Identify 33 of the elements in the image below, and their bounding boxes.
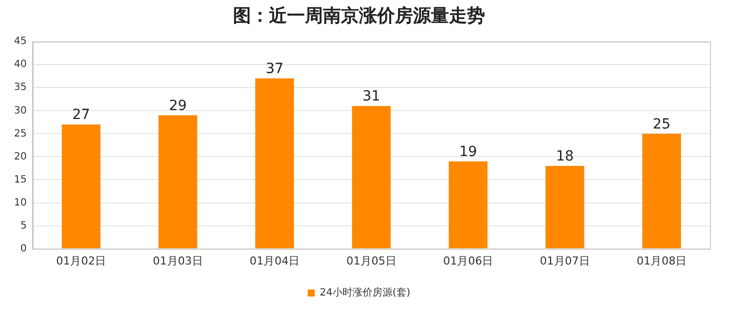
bar <box>546 166 584 248</box>
x-tick-label: 01月02日 <box>56 254 106 268</box>
y-tick-label: 15 <box>14 174 27 186</box>
y-tick-label: 45 <box>14 36 27 48</box>
data-label: 37 <box>266 61 284 78</box>
y-tick-label: 25 <box>14 128 27 140</box>
y-tick-label: 5 <box>20 220 27 232</box>
data-label: 19 <box>459 144 478 160</box>
y-tick-label: 10 <box>14 197 27 208</box>
y-tick-label: 35 <box>14 82 27 94</box>
y-tick-label: 0 <box>20 243 27 254</box>
y-tick-label: 40 <box>14 59 27 70</box>
x-tick-label: 01月03日 <box>152 254 203 268</box>
x-tick-label: 01月07日 <box>540 254 590 268</box>
legend-label: 24小时涨价房源(套) <box>320 286 410 299</box>
bar <box>255 78 294 248</box>
data-label: 31 <box>362 88 380 105</box>
x-tick-label: 01月04日 <box>250 254 300 268</box>
bar <box>62 124 100 248</box>
x-tick-label: 01月06日 <box>443 254 494 268</box>
bar <box>352 106 391 248</box>
bar <box>642 134 681 248</box>
x-tick-label: 01月05日 <box>346 254 396 268</box>
data-label: 29 <box>168 98 187 114</box>
chart-title: 图：近一周南京涨价房源量走势 <box>233 5 485 26</box>
bar <box>448 161 488 248</box>
x-tick-label: 01月08日 <box>636 254 687 268</box>
data-label: 25 <box>652 116 671 132</box>
data-label: 27 <box>72 107 90 124</box>
bar <box>158 115 198 248</box>
y-tick-label: 20 <box>14 151 27 162</box>
data-label: 18 <box>556 148 574 165</box>
y-tick-label: 30 <box>14 105 27 116</box>
